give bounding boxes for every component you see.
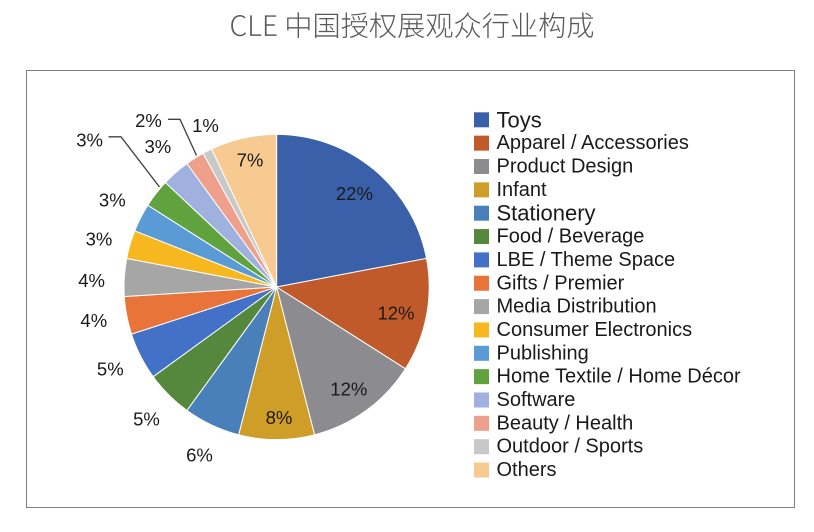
svg-text:3%: 3% — [86, 229, 113, 250]
svg-text:1%: 1% — [192, 115, 219, 136]
svg-text:3%: 3% — [76, 130, 103, 151]
svg-text:2%: 2% — [135, 110, 162, 131]
svg-text:Toys: Toys — [497, 107, 542, 132]
svg-text:5%: 5% — [133, 409, 160, 430]
svg-text:Food / Beverage: Food / Beverage — [497, 226, 645, 248]
svg-text:4%: 4% — [78, 270, 105, 291]
svg-text:Product Design: Product Design — [497, 156, 634, 178]
svg-text:5%: 5% — [97, 359, 124, 380]
svg-text:Software: Software — [497, 389, 576, 411]
svg-text:Consumer Electronics: Consumer Electronics — [497, 319, 693, 341]
svg-text:Gifts / Premier: Gifts / Premier — [497, 272, 625, 294]
svg-text:12%: 12% — [377, 303, 414, 324]
svg-text:7%: 7% — [237, 150, 264, 171]
svg-text:Infant: Infant — [497, 179, 547, 201]
svg-text:3%: 3% — [145, 136, 172, 157]
svg-text:Publishing: Publishing — [497, 342, 589, 364]
svg-text:12%: 12% — [330, 379, 367, 400]
svg-text:Stationery: Stationery — [497, 201, 596, 226]
svg-text:Outdoor / Sports: Outdoor / Sports — [497, 436, 644, 458]
svg-text:LBE / Theme Space: LBE / Theme Space — [497, 249, 676, 271]
svg-text:Media Distribution: Media Distribution — [497, 296, 657, 318]
svg-text:4%: 4% — [80, 310, 107, 331]
svg-text:22%: 22% — [336, 183, 373, 204]
svg-text:Home Textile / Home Décor: Home Textile / Home Décor — [497, 366, 742, 388]
svg-text:6%: 6% — [186, 445, 213, 466]
svg-text:Others: Others — [497, 459, 557, 481]
svg-text:Apparel / Accessories: Apparel / Accessories — [497, 132, 689, 154]
svg-text:3%: 3% — [99, 190, 126, 211]
svg-text:8%: 8% — [266, 407, 293, 428]
svg-text:Beauty / Health: Beauty / Health — [497, 412, 634, 434]
